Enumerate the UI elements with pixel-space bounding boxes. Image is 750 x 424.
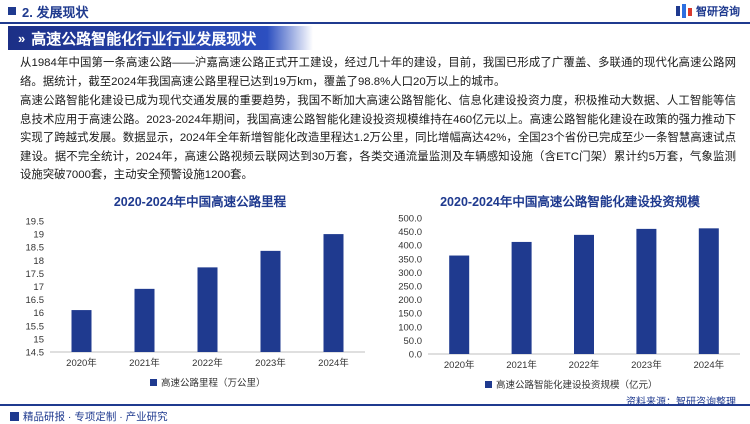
chart-1-xtick-label: 2021年 xyxy=(129,357,160,369)
chart-1-ytick-label: 17.5 xyxy=(26,269,45,280)
chart-2-bar xyxy=(698,228,719,354)
chart-2-ytick-label: 500.0 xyxy=(398,214,422,225)
logo-text: 智研咨询 xyxy=(696,6,740,18)
chart-2-ytick-label: 300.0 xyxy=(398,268,422,279)
chart-1-ytick-label: 14.5 xyxy=(26,348,45,359)
chart-1-ytick-label: 15.5 xyxy=(26,321,45,332)
header-divider xyxy=(0,22,750,24)
chart-2-bar xyxy=(511,241,532,354)
chart-2-bar xyxy=(449,255,470,354)
brand-logo: 智研咨询 xyxy=(676,3,740,19)
chart-1-ytick-label: 19 xyxy=(33,230,44,241)
chart-1-bar xyxy=(197,267,218,352)
chart-1-ytick-label: 19.5 xyxy=(26,217,45,228)
chart-2-ytick-label: 50.0 xyxy=(404,336,423,347)
banner-title: 高速公路智能化行业行业发展现状 xyxy=(31,30,257,48)
chart-2-ytick-label: 0.0 xyxy=(409,350,422,361)
chart-2-title: 2020-2024年中国高速公路智能化建设投资规模 xyxy=(440,195,700,209)
chart-2-bar xyxy=(636,228,657,354)
source-note: 资料来源：智研咨询整理 xyxy=(626,397,736,408)
chart-2-xtick-label: 2021年 xyxy=(506,359,537,371)
chart-2-ytick-label: 200.0 xyxy=(398,295,422,306)
chart-1-xtick-label: 2020年 xyxy=(66,357,97,369)
chart-1-xtick-label: 2022年 xyxy=(192,357,223,369)
footer-text: 精品研报 · 专项定制 · 产业研究 xyxy=(23,411,168,423)
title-banner: » 高速公路智能化行业行业发展现状 xyxy=(8,26,313,50)
zhiyan-logo-icon xyxy=(676,4,692,18)
top-header: 2. 发展现状 智研咨询 xyxy=(0,0,750,22)
chart-1-ytick-label: 16.5 xyxy=(26,295,45,306)
section-title: 2. 发展现状 xyxy=(22,4,89,20)
chart-2-ytick-label: 100.0 xyxy=(398,322,422,333)
chart-2-legend-label: 高速公路智能化建设投资规模（亿元） xyxy=(496,379,658,391)
chart-1-mileage: 14.5 15 15.5 16 16.5 17 17.5 18 18.5 19 19.5 2020年 2… xyxy=(26,217,365,389)
chart-1-bar xyxy=(260,250,281,352)
chart-1-ytick-label: 16 xyxy=(33,308,44,319)
chart-1-ytick-label: 17 xyxy=(33,282,44,293)
chart-2-xtick-label: 2024年 xyxy=(693,359,724,371)
chart-2-ytick-label: 450.0 xyxy=(398,227,422,238)
paragraph-1: 从1984年中国第一条高速公路——沪嘉高速公路正式开工建设，经过几十年的建设，目… xyxy=(20,57,736,88)
chart-2-xtick-label: 2023年 xyxy=(631,359,662,371)
chart-1-ytick-label: 15 xyxy=(33,334,44,345)
footer-bar: 精品研报 · 专项定制 · 产业研究 资料来源：智研咨询整理 xyxy=(0,397,750,424)
chart-2-ytick-label: 350.0 xyxy=(398,254,422,265)
footer-square-icon xyxy=(10,412,19,421)
chart-1-xtick-label: 2024年 xyxy=(318,357,349,369)
chart-1-bar xyxy=(71,310,92,352)
chart-2-ytick-label: 150.0 xyxy=(398,309,422,320)
double-chevron-icon: » xyxy=(18,30,26,46)
chart-1-ytick-label: 18.5 xyxy=(26,243,45,254)
chart-2-legend-swatch xyxy=(485,381,492,388)
chart-2-investment: 0.0 50.0 100.0 150.0 200.0 250.0 300.0 350.0 400… xyxy=(398,214,740,391)
chart-2-xtick-label: 2020年 xyxy=(444,359,475,371)
section-square-icon xyxy=(8,7,16,15)
chart-1-legend-label: 高速公路里程（万公里） xyxy=(161,377,266,389)
footer-tagline: 精品研报 · 专项定制 · 产业研究 xyxy=(10,409,168,424)
chart-2-xtick-label: 2022年 xyxy=(569,359,600,371)
chart-1-bar xyxy=(323,234,344,352)
chart-1-xtick-label: 2023年 xyxy=(255,357,286,369)
chart-2-ytick-label: 250.0 xyxy=(398,282,422,293)
chart-2-bar xyxy=(574,234,594,354)
chart-1-legend-swatch xyxy=(150,379,157,386)
chart-2-ytick-label: 400.0 xyxy=(398,241,422,252)
chart-1-title: 2020-2024年中国高速公路里程 xyxy=(113,195,287,209)
chart-1-ytick-label: 18 xyxy=(33,256,44,267)
paragraph-2: 高速公路智能化建设已成为现代交通发展的重要趋势，我国不断加大高速公路智能化、信息… xyxy=(20,95,736,182)
section-header: 2. 发展现状 xyxy=(8,2,88,20)
chart-1-bar xyxy=(134,288,155,352)
